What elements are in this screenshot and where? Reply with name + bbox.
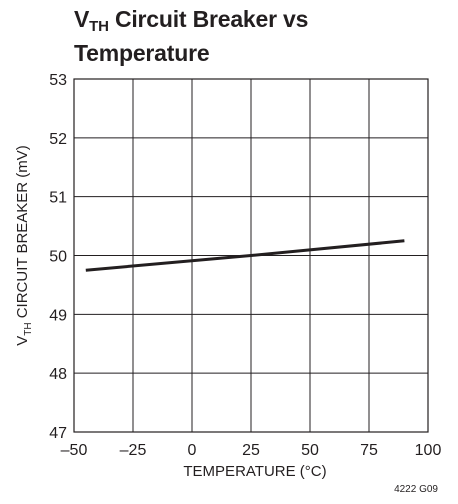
series-line [85, 239, 405, 272]
y-tick-label: 47 [49, 425, 67, 442]
title-subscript: TH [89, 18, 109, 35]
chart-title: VTH Circuit Breaker vs Temperature [74, 6, 308, 67]
y-tick-label: 51 [49, 190, 67, 207]
title-rest: Circuit Breaker vs [108, 6, 309, 32]
x-axis-label: TEMPERATURE (°C) [183, 463, 326, 480]
plot-frame [73, 78, 429, 433]
x-tick-label: –25 [120, 442, 147, 459]
x-tick-label: 50 [301, 442, 319, 459]
y-tick-label: 52 [49, 131, 67, 148]
x-tick-label: –50 [61, 442, 88, 459]
y-axis-label-v: V [14, 336, 31, 346]
y-tick-label: 49 [49, 307, 67, 324]
y-tick-label: 50 [49, 249, 67, 266]
title-v: V [74, 6, 90, 32]
y-axis-label-subscript: TH [23, 322, 34, 335]
y-tick-label: 53 [49, 72, 67, 89]
x-tick-label: 25 [242, 442, 260, 459]
x-tick-label: 0 [188, 442, 197, 459]
chart-title-line-2: Temperature [74, 40, 210, 66]
chart-title-line-1: VTH Circuit Breaker vs [74, 6, 308, 40]
x-tick-label: 75 [360, 442, 378, 459]
y-tick-label: 48 [49, 366, 67, 383]
y-axis-label-rest: CIRCUIT BREAKER (mV) [14, 145, 31, 322]
y-axis-label: VTH CIRCUIT BREAKER (mV) [14, 145, 34, 346]
x-tick-label: 100 [415, 442, 442, 459]
figure-reference-note: 4222 G09 [394, 484, 438, 495]
